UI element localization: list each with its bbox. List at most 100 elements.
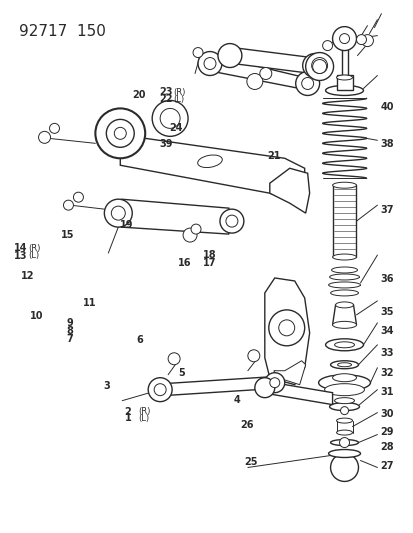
Ellipse shape [332, 374, 356, 382]
Circle shape [38, 131, 50, 143]
Text: 30: 30 [380, 409, 393, 419]
Text: 13: 13 [14, 251, 27, 261]
Text: (R): (R) [28, 244, 40, 253]
Circle shape [190, 224, 201, 234]
Circle shape [204, 58, 216, 69]
Bar [332, 185, 356, 257]
Text: 26: 26 [240, 420, 253, 430]
Text: (L): (L) [173, 94, 184, 103]
Text: 4: 4 [233, 395, 240, 406]
Text: 27: 27 [380, 462, 393, 471]
Circle shape [111, 206, 125, 220]
Circle shape [114, 127, 126, 139]
Polygon shape [212, 55, 304, 90]
Text: (L): (L) [28, 252, 39, 260]
Text: 10: 10 [30, 311, 44, 321]
Circle shape [73, 192, 83, 202]
Text: 8: 8 [66, 326, 74, 336]
Text: (R): (R) [173, 87, 185, 96]
Text: 34: 34 [380, 326, 393, 336]
Ellipse shape [332, 254, 356, 260]
Circle shape [106, 119, 134, 147]
Polygon shape [332, 305, 356, 325]
Text: 19: 19 [120, 220, 133, 230]
Circle shape [63, 200, 73, 210]
Text: 37: 37 [380, 205, 393, 215]
Circle shape [312, 60, 326, 74]
Circle shape [217, 44, 241, 68]
Ellipse shape [328, 282, 360, 288]
Circle shape [278, 320, 294, 336]
Text: 5: 5 [178, 368, 185, 378]
Circle shape [311, 58, 327, 74]
Circle shape [268, 310, 304, 346]
Ellipse shape [329, 402, 358, 410]
Circle shape [305, 53, 333, 80]
Circle shape [302, 53, 326, 77]
Text: 38: 38 [380, 139, 393, 149]
Ellipse shape [332, 321, 356, 328]
Text: 15: 15 [60, 230, 74, 240]
Polygon shape [163, 377, 271, 395]
Circle shape [259, 68, 271, 79]
Ellipse shape [328, 449, 360, 457]
Text: 21: 21 [266, 151, 280, 161]
Ellipse shape [336, 418, 351, 423]
Ellipse shape [336, 75, 351, 80]
Ellipse shape [337, 363, 351, 367]
Circle shape [95, 108, 145, 158]
Text: 1: 1 [124, 413, 131, 423]
Circle shape [269, 378, 279, 387]
Text: 24: 24 [169, 123, 182, 133]
Ellipse shape [335, 302, 353, 308]
Text: 92717  150: 92717 150 [19, 23, 105, 38]
Text: 20: 20 [133, 90, 146, 100]
Polygon shape [233, 47, 311, 74]
Ellipse shape [325, 85, 363, 95]
Text: 29: 29 [380, 427, 393, 438]
Ellipse shape [197, 155, 222, 167]
Text: 28: 28 [380, 442, 393, 452]
Ellipse shape [330, 440, 358, 446]
Polygon shape [264, 278, 309, 385]
Text: 2: 2 [124, 407, 131, 417]
Text: 36: 36 [380, 274, 393, 284]
Circle shape [254, 378, 274, 398]
Polygon shape [269, 168, 309, 213]
Text: 3: 3 [104, 381, 110, 391]
Text: 40: 40 [380, 102, 393, 112]
Text: 33: 33 [380, 348, 393, 358]
Ellipse shape [318, 375, 370, 391]
Circle shape [322, 41, 332, 51]
Text: 18: 18 [202, 250, 216, 260]
Text: 39: 39 [159, 139, 173, 149]
Ellipse shape [336, 430, 351, 435]
Text: 16: 16 [178, 259, 191, 268]
Text: 12: 12 [21, 271, 34, 281]
Circle shape [225, 215, 237, 227]
Circle shape [168, 353, 180, 365]
Circle shape [339, 438, 349, 448]
Circle shape [183, 228, 197, 242]
Circle shape [152, 100, 188, 136]
Ellipse shape [325, 339, 363, 351]
Text: 22: 22 [159, 94, 173, 104]
Text: 7: 7 [66, 334, 73, 344]
Text: 9: 9 [66, 318, 73, 328]
Circle shape [160, 108, 180, 128]
Polygon shape [273, 361, 305, 385]
Circle shape [340, 407, 348, 415]
Ellipse shape [334, 342, 354, 348]
Circle shape [247, 350, 259, 362]
Circle shape [50, 123, 59, 133]
Ellipse shape [330, 361, 358, 369]
Bar [336, 76, 351, 91]
Text: 32: 32 [380, 368, 393, 378]
Ellipse shape [334, 398, 354, 403]
Circle shape [154, 384, 166, 395]
Circle shape [295, 71, 319, 95]
Circle shape [339, 34, 349, 44]
Circle shape [197, 52, 221, 76]
Ellipse shape [324, 384, 363, 395]
Circle shape [219, 209, 243, 233]
